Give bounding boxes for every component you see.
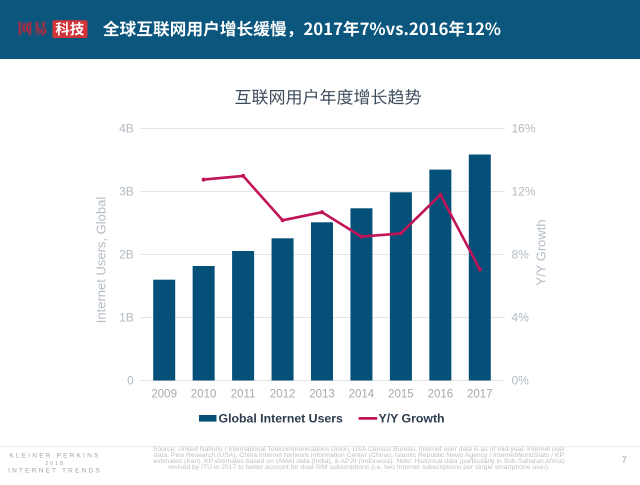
svg-text:2011: 2011 — [231, 389, 256, 401]
svg-text:16%: 16% — [512, 122, 536, 136]
svg-text:0: 0 — [127, 374, 134, 388]
svg-text:Source: United Nations / Inter: Source: United Nations / International T… — [153, 446, 566, 453]
svg-text:2010: 2010 — [191, 389, 217, 401]
svg-text:Y/Y Growth: Y/Y Growth — [379, 412, 445, 426]
svg-text:8%: 8% — [512, 248, 530, 262]
svg-text:2013: 2013 — [309, 389, 335, 401]
svg-text:3B: 3B — [119, 185, 134, 199]
svg-text:Internet Users, Global: Internet Users, Global — [94, 197, 109, 324]
svg-text:2014: 2014 — [349, 389, 375, 401]
svg-text:2B: 2B — [119, 248, 134, 262]
svg-text:2012: 2012 — [270, 389, 296, 401]
svg-text:7: 7 — [622, 455, 627, 465]
svg-text:2015: 2015 — [388, 389, 414, 401]
svg-text:1B: 1B — [119, 311, 134, 325]
svg-text:estimates (Iran). KP estimates: estimates (Iran). KP estimates based on … — [153, 458, 565, 465]
svg-text:KLEINER PERKINS: KLEINER PERKINS — [9, 453, 100, 460]
svg-text:2018: 2018 — [45, 461, 64, 467]
svg-text:Y/Y Growth: Y/Y Growth — [534, 219, 549, 285]
svg-text:data: Pew Research (USA), Chin: data: Pew Research (USA), China Internet… — [154, 452, 565, 459]
svg-text:12%: 12% — [512, 185, 536, 199]
svg-text:Global Internet Users: Global Internet Users — [219, 412, 344, 426]
svg-text:2017: 2017 — [467, 389, 493, 401]
svg-text:4B: 4B — [119, 122, 134, 136]
svg-text:4%: 4% — [512, 311, 530, 325]
svg-text:2016: 2016 — [428, 389, 454, 401]
svg-text:0%: 0% — [512, 374, 530, 388]
svg-text:revised by ITU in 2017 to bett: revised by ITU in 2017 to better account… — [168, 464, 550, 471]
svg-text:2009: 2009 — [151, 389, 177, 401]
svg-text:INTERNET TRENDS: INTERNET TRENDS — [8, 468, 102, 475]
